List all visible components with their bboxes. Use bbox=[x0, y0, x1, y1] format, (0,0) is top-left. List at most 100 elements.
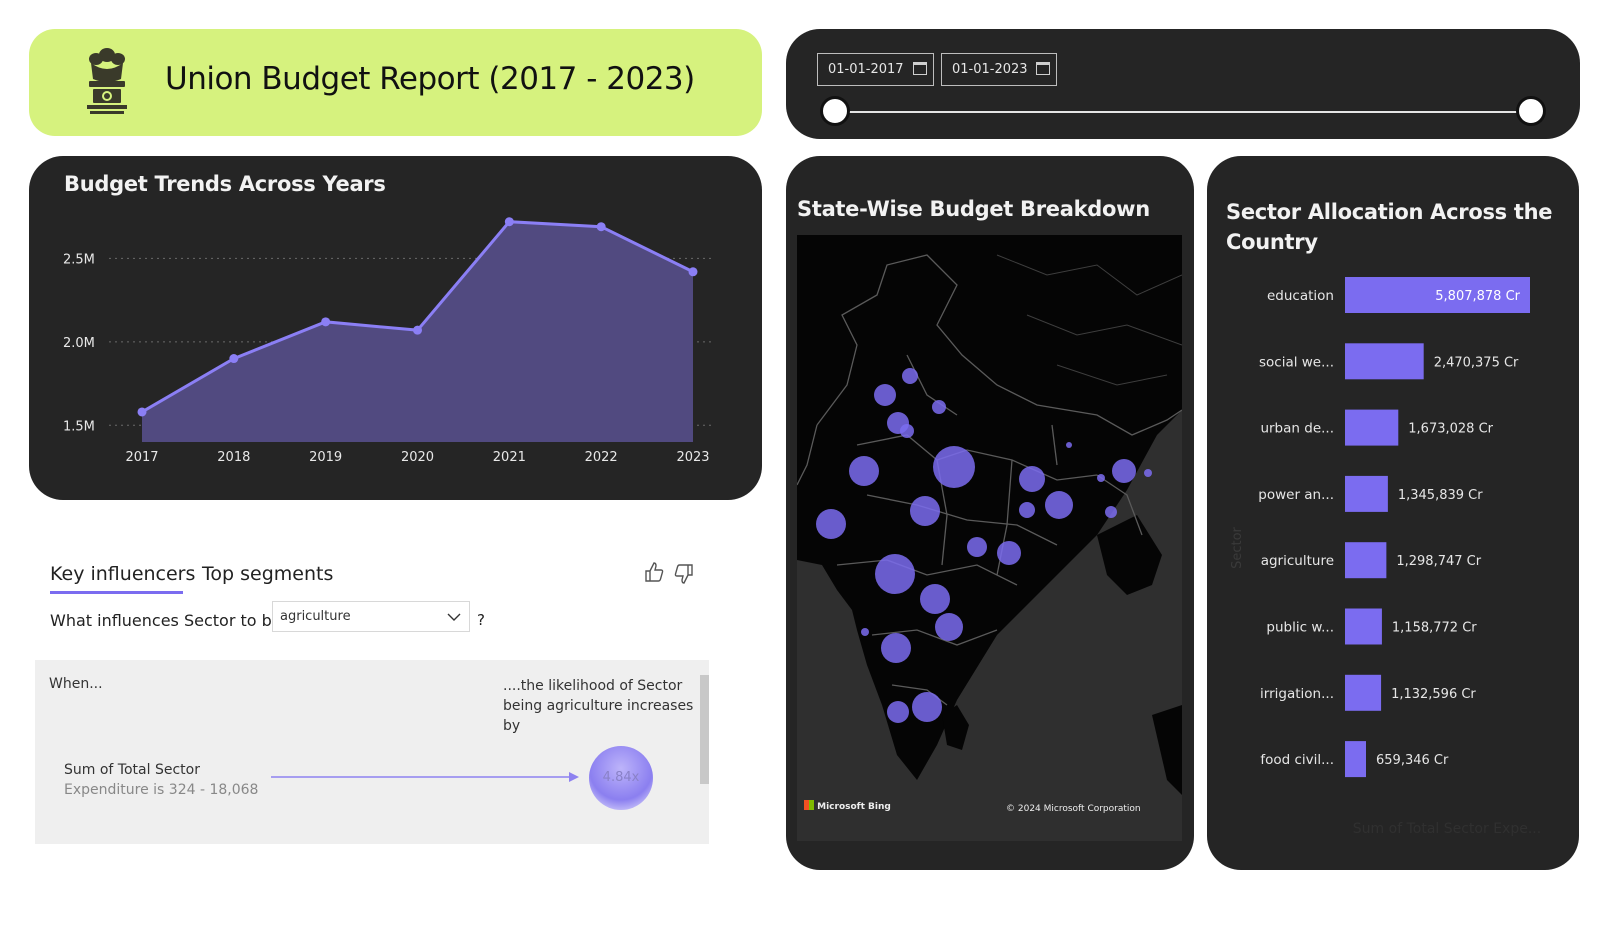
date-range-slicer bbox=[786, 29, 1580, 139]
sector-value-label: 5,807,878 Cr bbox=[1435, 289, 1520, 304]
sector-bar[interactable] bbox=[1345, 608, 1382, 645]
likelihood-line-2: being agriculture increases bbox=[503, 698, 694, 714]
state-bubble[interactable] bbox=[900, 424, 914, 438]
state-bubble[interactable] bbox=[932, 400, 946, 414]
state-bubble[interactable] bbox=[849, 456, 879, 486]
sector-label: public w... bbox=[1266, 620, 1334, 636]
state-bubble[interactable] bbox=[910, 496, 940, 526]
likelihood-line-3: by bbox=[503, 718, 521, 734]
when-label: When... bbox=[49, 676, 103, 692]
trend-point[interactable] bbox=[229, 354, 239, 364]
state-bubble[interactable] bbox=[881, 633, 911, 663]
sector-label: power an... bbox=[1258, 487, 1334, 503]
sector-value-label: 1,673,028 Cr bbox=[1408, 422, 1493, 437]
thumbs-down-icon[interactable] bbox=[673, 563, 695, 585]
end-date-value: 01-01-2023 bbox=[952, 62, 1028, 77]
state-bubble[interactable] bbox=[874, 384, 896, 406]
map-canvas bbox=[797, 235, 1182, 841]
factor-line-1: Sum of Total Sector bbox=[64, 762, 200, 778]
state-bubble[interactable] bbox=[887, 701, 909, 723]
x-tick-label: 2020 bbox=[401, 450, 434, 465]
scrollbar[interactable] bbox=[700, 675, 709, 784]
sector-value-label: 1,345,839 Cr bbox=[1398, 488, 1483, 503]
trend-point[interactable] bbox=[413, 325, 422, 335]
state-bubble[interactable] bbox=[1045, 491, 1073, 519]
state-bubble[interactable] bbox=[861, 628, 869, 636]
sector-value-label: 1,158,772 Cr bbox=[1392, 621, 1477, 636]
state-bubble[interactable] bbox=[997, 541, 1021, 565]
state-bubble[interactable] bbox=[1112, 459, 1136, 483]
microsoft-logo-icon bbox=[804, 800, 814, 810]
influencer-question: What influences Sector to be bbox=[50, 611, 282, 630]
state-bubble[interactable] bbox=[1066, 442, 1072, 448]
tab-top-segments[interactable]: Top segments bbox=[202, 563, 334, 585]
sector-label: urban de... bbox=[1260, 421, 1334, 437]
state-bubble[interactable] bbox=[912, 692, 942, 722]
sector-bar[interactable] bbox=[1345, 542, 1387, 579]
help-icon[interactable]: ? bbox=[477, 611, 485, 629]
sector-dropdown[interactable]: agriculture bbox=[272, 601, 470, 632]
sector-value-label: 1,132,596 Cr bbox=[1391, 687, 1476, 702]
state-bubble[interactable] bbox=[1019, 502, 1035, 518]
trend-point[interactable] bbox=[321, 317, 331, 327]
sector-y-axis-label: Sector bbox=[1230, 526, 1245, 568]
end-date-input[interactable]: 01-01-2023 bbox=[941, 53, 1057, 86]
map-brand: Microsoft Bing bbox=[817, 802, 891, 812]
calendar-icon[interactable] bbox=[913, 62, 927, 75]
sector-allocation-card bbox=[1207, 156, 1579, 870]
sector-bar[interactable] bbox=[1345, 343, 1424, 380]
chevron-down-icon[interactable] bbox=[447, 612, 461, 622]
sector-bar[interactable] bbox=[1345, 741, 1367, 778]
state-bubble[interactable] bbox=[967, 537, 987, 557]
influencer-factor[interactable]: Sum of Total Sector Expenditure is 324 -… bbox=[64, 760, 258, 800]
sector-bar[interactable] bbox=[1345, 409, 1399, 446]
sector-value-label: 1,298,747 Cr bbox=[1396, 554, 1481, 569]
state-bubble[interactable] bbox=[902, 368, 918, 384]
start-date-input[interactable]: 01-01-2017 bbox=[817, 53, 934, 86]
trend-area-chart[interactable]: 2.5M 2.0M 1.5M 2017 2018 2019 2020 2021 2022 202… bbox=[29, 156, 762, 500]
sector-title-line-2: Country bbox=[1226, 230, 1318, 254]
x-tick-label: 2018 bbox=[217, 450, 250, 465]
state-bubble[interactable] bbox=[935, 613, 963, 641]
x-tick-label: 2021 bbox=[493, 450, 526, 465]
likelihood-line-1: ....the likelihood of Sector bbox=[503, 678, 683, 694]
state-bubble[interactable] bbox=[875, 554, 915, 594]
trend-point[interactable] bbox=[137, 407, 147, 417]
sector-label: food civil... bbox=[1260, 752, 1334, 768]
calendar-icon[interactable] bbox=[1036, 62, 1050, 75]
trend-point[interactable] bbox=[596, 222, 606, 232]
x-tick-label: 2022 bbox=[585, 450, 618, 465]
active-tab-underline bbox=[50, 591, 183, 594]
india-bubble-map[interactable]: Microsoft Bing © 2024 Microsoft Corporat… bbox=[797, 235, 1182, 841]
y-tick-label: 1.5M bbox=[63, 419, 95, 434]
influencer-details-panel: When... ....the likelihood of Sector bei… bbox=[35, 660, 709, 844]
slider-start-handle[interactable] bbox=[820, 96, 850, 126]
tab-key-influencers[interactable]: Key influencers bbox=[50, 563, 196, 585]
state-bubble[interactable] bbox=[1097, 474, 1105, 482]
trend-chart-title: Budget Trends Across Years bbox=[64, 172, 386, 196]
state-bubble[interactable] bbox=[1019, 466, 1045, 492]
x-tick-label: 2023 bbox=[676, 450, 709, 465]
sector-bar-chart[interactable]: education 5,807,878 Cr social we... 2,470,3… bbox=[1207, 156, 1579, 870]
state-bubble[interactable] bbox=[816, 509, 846, 539]
trend-point[interactable] bbox=[688, 267, 698, 277]
page-title: Union Budget Report (2017 - 2023) bbox=[165, 61, 695, 97]
sector-bar[interactable] bbox=[1345, 475, 1388, 512]
map-copyright: © 2024 Microsoft Corporation bbox=[1006, 804, 1141, 814]
sector-label: irrigation... bbox=[1260, 686, 1334, 702]
slider-end-handle[interactable] bbox=[1516, 96, 1546, 126]
bing-logo: Microsoft Bing bbox=[804, 800, 891, 812]
sector-dropdown-value: agriculture bbox=[280, 609, 351, 624]
state-bubble[interactable] bbox=[1105, 506, 1117, 518]
sector-chart-title: Sector Allocation Across the Country bbox=[1226, 197, 1553, 257]
thumbs-up-icon[interactable] bbox=[643, 561, 665, 583]
state-bubble[interactable] bbox=[920, 584, 950, 614]
trend-point[interactable] bbox=[504, 217, 514, 227]
sector-bar[interactable] bbox=[1345, 674, 1382, 711]
sector-bar[interactable] bbox=[1345, 277, 1530, 313]
sector-label: education bbox=[1267, 288, 1334, 304]
date-slider-track[interactable] bbox=[837, 111, 1532, 113]
state-bubble[interactable] bbox=[933, 446, 975, 488]
state-bubble[interactable] bbox=[1144, 469, 1152, 477]
multiplier-bubble[interactable]: 4.84x bbox=[589, 746, 653, 810]
